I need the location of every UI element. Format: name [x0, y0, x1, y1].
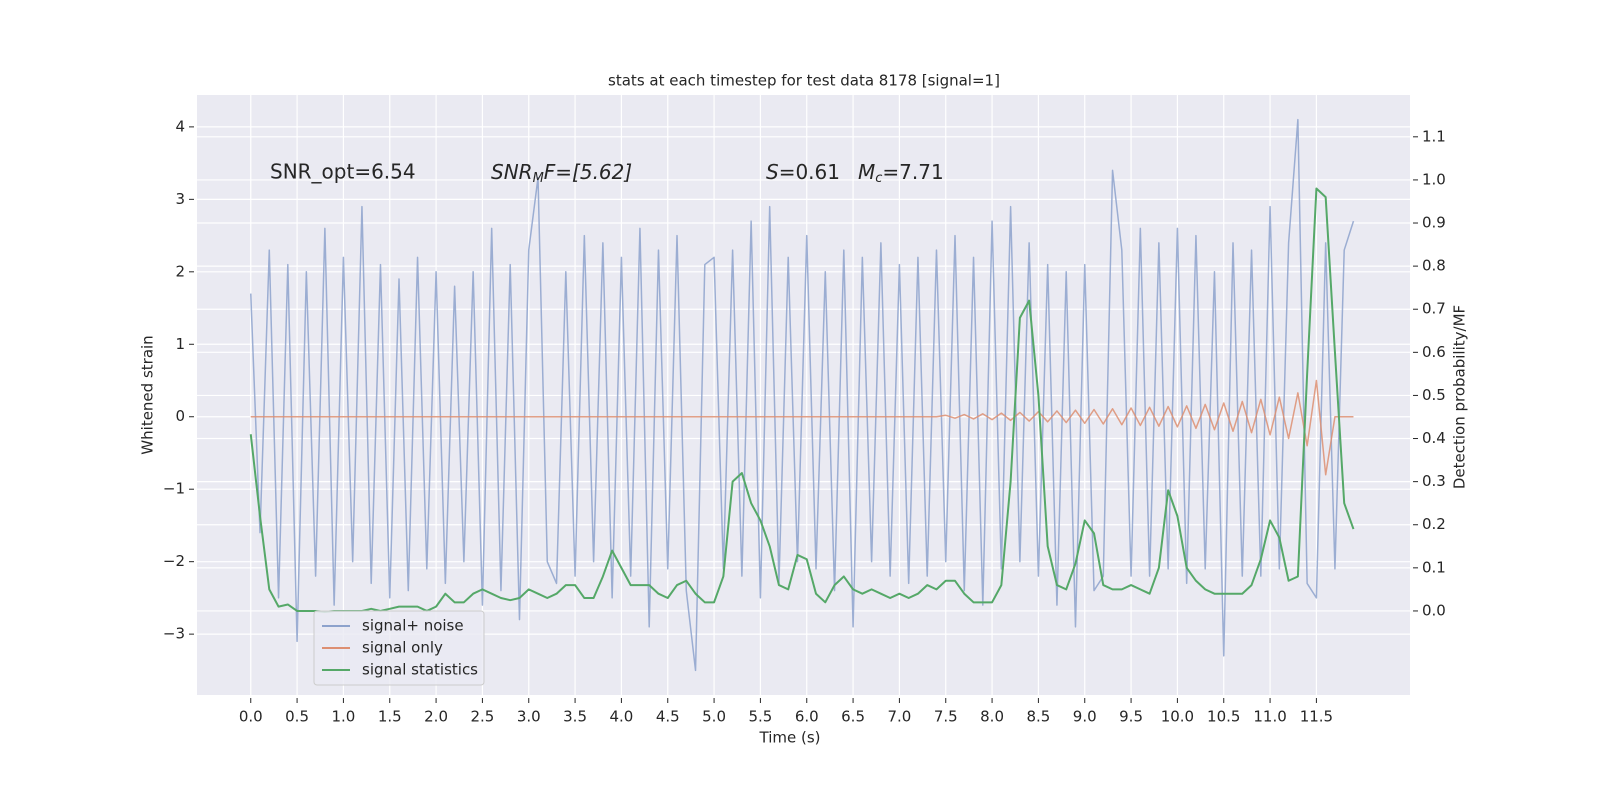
y2-tick-label: 0.2	[1422, 515, 1446, 533]
y-tick-label: −2	[163, 552, 185, 570]
y2-tick-label: 0.4	[1422, 429, 1446, 447]
x-tick-label: 3.0	[517, 708, 541, 726]
x-tick-label: 2.0	[424, 708, 448, 726]
annotation: Mc=7.71	[858, 160, 944, 186]
y-tick-label: 3	[175, 190, 185, 208]
y-tick-label: 4	[175, 117, 185, 135]
y2-axis-label: Detection probability/MF	[1451, 305, 1469, 489]
x-tick-label: 1.5	[378, 708, 402, 726]
x-tick-label: 4.0	[609, 708, 633, 726]
series-line	[250, 118, 1355, 672]
x-axis-label: Time (s)	[759, 729, 821, 747]
x-tick-label: 0.0	[239, 708, 263, 726]
series-line	[250, 379, 1354, 476]
x-tick-label: 10.0	[1161, 708, 1194, 726]
annotation-part: =7.71	[882, 160, 943, 184]
y2-tick-label: 1.0	[1422, 170, 1446, 188]
y-tick-label: 2	[175, 262, 185, 280]
x-tick-label: 9.0	[1073, 708, 1097, 726]
y2-tick-label: 0.0	[1422, 601, 1446, 619]
y2-tick-label: 0.6	[1422, 343, 1446, 361]
annotation-part: S	[766, 160, 779, 184]
x-tick-label: 9.5	[1119, 708, 1143, 726]
annotation: SNRMF=[5.62]	[491, 160, 632, 186]
x-tick-label: 0.5	[285, 708, 309, 726]
x-tick-label: 5.0	[702, 708, 726, 726]
y2-tick-label: 0.9	[1422, 214, 1446, 232]
legend-label: signal statistics	[362, 661, 478, 679]
annotation: S=0.61	[766, 160, 840, 184]
x-tick-label: 8.0	[980, 708, 1004, 726]
annotation: SNR_opt=6.54	[270, 160, 416, 184]
x-tick-label: 4.5	[656, 708, 680, 726]
legend-box	[313, 610, 485, 686]
y-tick-label: −3	[163, 625, 185, 643]
y-tick-label: 0	[175, 407, 185, 425]
series-line	[249, 187, 1355, 613]
y2-tick-label: 0.1	[1422, 558, 1446, 576]
legend-label: signal+ noise	[362, 617, 464, 635]
y2-tick-label: 0.7	[1422, 300, 1446, 318]
y2-tick-label: 1.1	[1422, 127, 1446, 145]
legend: signal+ noise signal only signal statistic…	[313, 610, 485, 686]
annotation-sub: M	[533, 171, 544, 186]
x-tick-label: 7.0	[887, 708, 911, 726]
legend-label: signal only	[362, 639, 443, 657]
x-tick-label: 11.0	[1253, 708, 1286, 726]
x-tick-label: 10.5	[1207, 708, 1240, 726]
x-tick-label: 8.5	[1026, 708, 1050, 726]
x-tick-label: 2.5	[470, 708, 494, 726]
x-tick-label: 11.5	[1300, 708, 1333, 726]
x-tick-label: 3.5	[563, 708, 587, 726]
chart-title: stats at each timestep for test data 817…	[608, 72, 1000, 90]
y-axis-label: Whitened strain	[139, 335, 157, 454]
x-tick-label: 6.5	[841, 708, 865, 726]
x-tick-label: 7.5	[934, 708, 958, 726]
x-tick-label: 1.0	[331, 708, 355, 726]
y-tick-label: −1	[163, 480, 185, 498]
x-tick-label: 5.5	[748, 708, 772, 726]
y2-tick-label: 0.5	[1422, 386, 1446, 404]
y2-tick-label: 0.3	[1422, 472, 1446, 490]
annotation-sub: c	[875, 171, 882, 186]
marks	[249, 118, 1355, 672]
y-tick-label: 1	[175, 335, 185, 353]
y2-tick-label: 0.8	[1422, 257, 1446, 275]
annotation-part: F=[5.62]	[544, 160, 632, 184]
annotation-part: M	[858, 160, 875, 184]
annotation-part: =0.61	[779, 160, 840, 184]
x-tick-label: 6.0	[795, 708, 819, 726]
annotation-part: SNR	[491, 160, 533, 184]
